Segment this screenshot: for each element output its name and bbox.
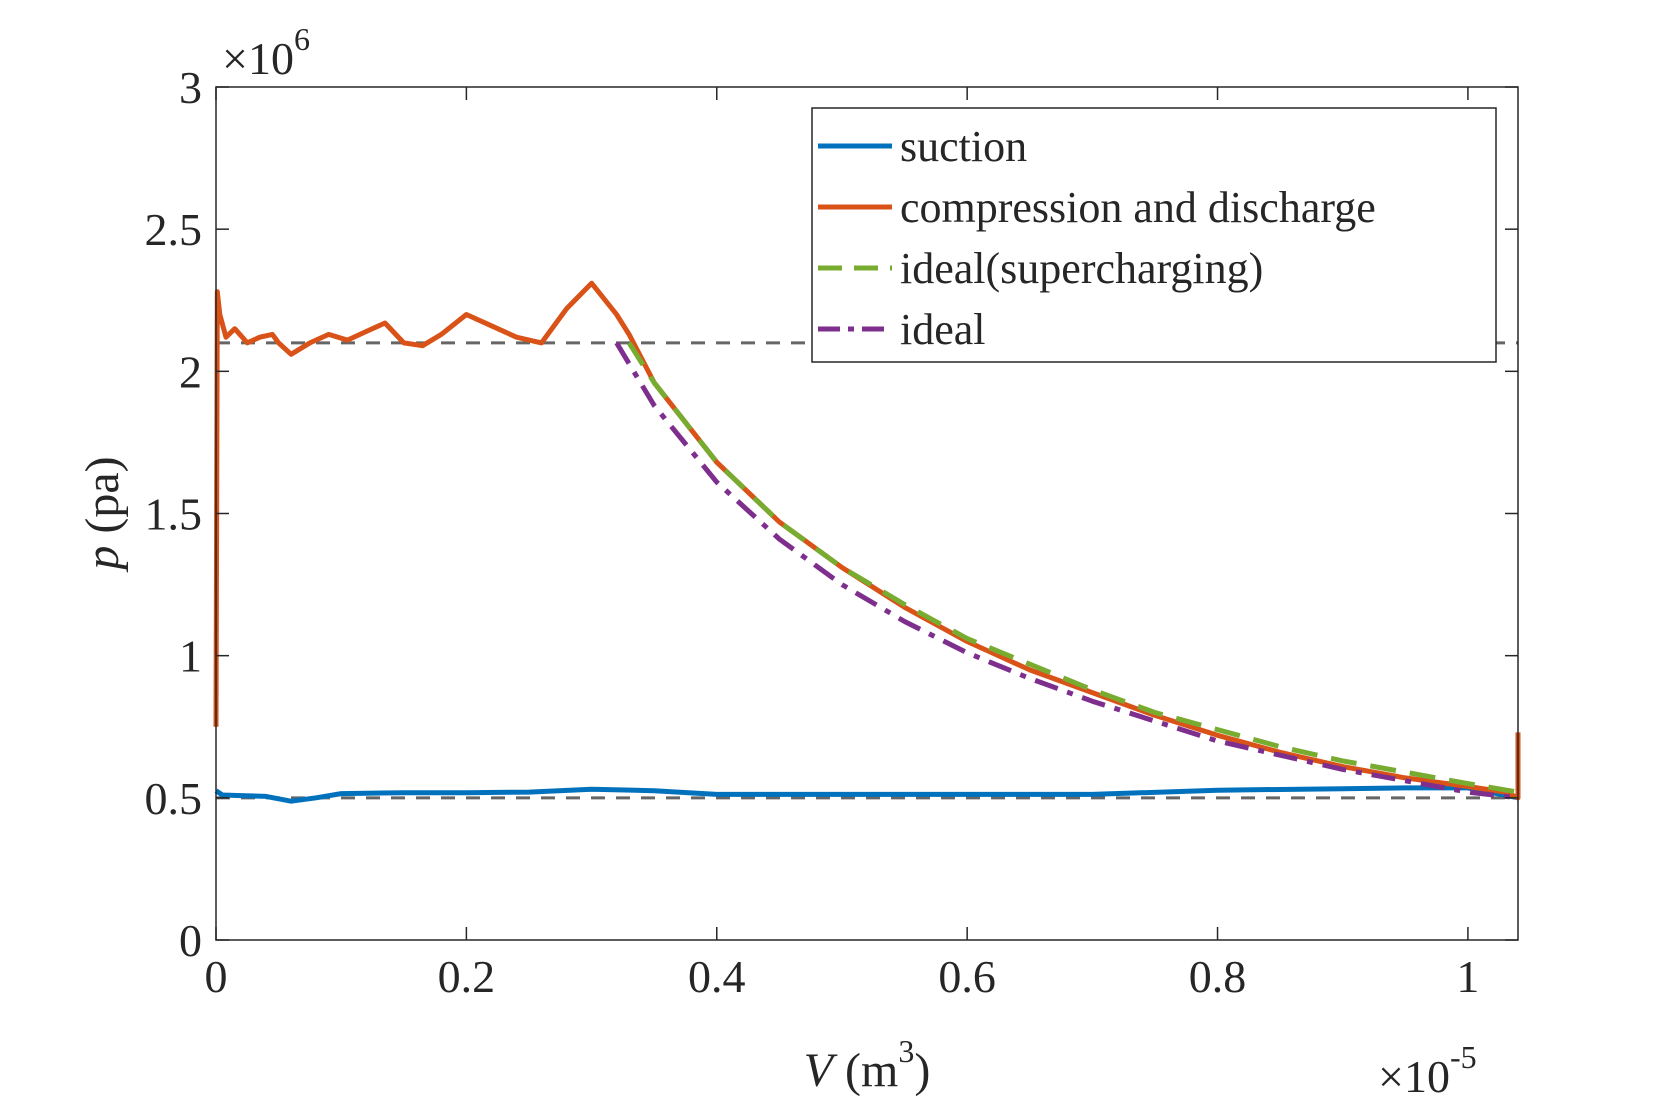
x-tick-label: 1 — [1456, 951, 1479, 1002]
ticks-layer: 0 0.2 0.4 0.6 0.8 1 0 0.5 1 1.5 2 2.5 3 — [145, 62, 1518, 1002]
x-tick-label: 0 — [205, 951, 228, 1002]
x-tick-label: 0.4 — [688, 951, 746, 1002]
y-axis-label: p (pa) — [76, 456, 129, 572]
legend-label-1: compression and discharge — [900, 183, 1376, 232]
x-tick-label: 0.8 — [1189, 951, 1247, 1002]
y-axis-unit: (pa) — [76, 456, 129, 545]
legend-label-3: ideal — [900, 305, 986, 354]
x-axis-unit-prefix: (m — [833, 1044, 898, 1097]
x-exponent-label: ×10-5 — [1378, 1039, 1477, 1102]
legend-label-0: suction — [900, 122, 1027, 171]
series-layer — [213, 280, 1521, 804]
series-line-1 — [213, 280, 1521, 801]
legend: suction compression and discharge ideal(su… — [811, 107, 1497, 363]
x-tick-label: 0.6 — [938, 951, 996, 1002]
y-tick-label: 1 — [179, 631, 202, 682]
y-tick-label: 3 — [179, 62, 202, 113]
y-tick-label: 0 — [179, 915, 202, 966]
y-tick-label: 0.5 — [145, 773, 203, 824]
y-axis-var: p — [76, 546, 129, 573]
x-exponent-power: -5 — [1450, 1039, 1477, 1075]
x-axis-label: V (m3) — [804, 1033, 931, 1097]
legend-label-2: ideal(supercharging) — [900, 244, 1263, 293]
y-exponent-power: 6 — [294, 21, 310, 57]
y-exponent-prefix: ×10 — [222, 33, 294, 84]
x-axis-var: V — [804, 1044, 838, 1097]
x-axis-unit-suffix: ) — [914, 1044, 930, 1097]
y-exponent-label: ×106 — [222, 21, 310, 84]
x-exponent-prefix: ×10 — [1378, 1051, 1450, 1102]
y-tick-label: 2.5 — [145, 204, 203, 255]
y-tick-label: 2 — [179, 346, 202, 397]
series-line-3 — [614, 341, 1519, 801]
legend-box — [811, 107, 1497, 363]
y-tick-label: 1.5 — [145, 489, 203, 540]
series-line-2 — [626, 341, 1519, 795]
x-axis-unit-sup: 3 — [898, 1033, 914, 1069]
x-tick-label: 0.2 — [438, 951, 496, 1002]
series-line-0 — [214, 785, 1519, 804]
